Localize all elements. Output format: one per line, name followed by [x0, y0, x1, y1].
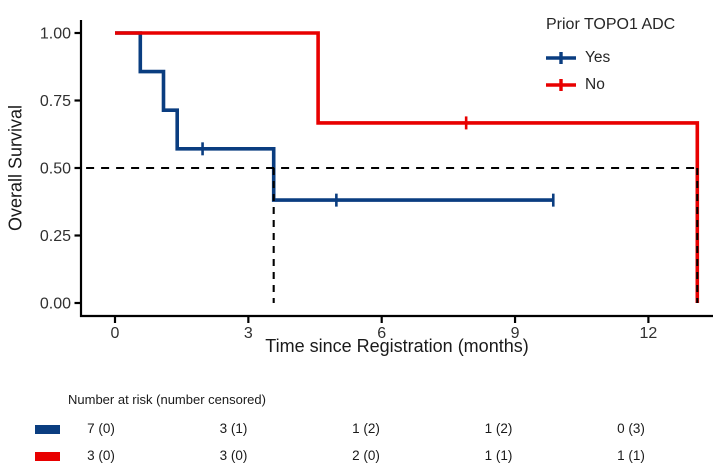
- legend: Prior TOPO1 ADC Yes No: [546, 16, 721, 98]
- censor-line-icon: [546, 78, 576, 91]
- x-axis-title: Time since Registration (months): [265, 336, 529, 356]
- x-tick-label: 0: [111, 325, 120, 342]
- legend-title: Prior TOPO1 ADC: [546, 16, 676, 33]
- legend-label-no: No: [585, 75, 605, 93]
- y-tick-label: 0.00: [40, 296, 71, 313]
- censor-line-icon: [546, 51, 576, 64]
- y-tick-label: 0.75: [40, 93, 71, 110]
- y-axis-title: Overall Survival: [5, 104, 26, 232]
- legend-item-yes: Yes: [546, 44, 721, 71]
- x-tick-label: 3: [244, 325, 253, 342]
- legend-item-no: No: [546, 71, 721, 98]
- y-tick-label: 1.00: [40, 26, 71, 43]
- y-tick-label: 0.50: [40, 161, 71, 178]
- legend-label-yes: Yes: [585, 48, 611, 66]
- x-tick-label: 12: [640, 325, 658, 342]
- y-tick-label: 0.25: [40, 228, 71, 245]
- survival-curve-yes: [115, 31, 554, 202]
- x-tick-label: 6: [377, 325, 386, 342]
- x-tick-label: 9: [511, 325, 520, 342]
